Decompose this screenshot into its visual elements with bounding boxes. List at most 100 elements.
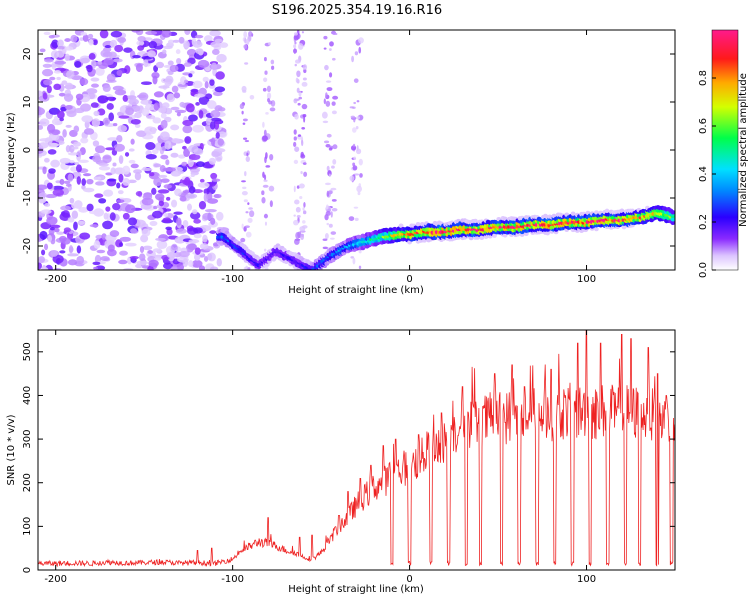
spectrogram-cell [324,232,329,240]
spectrogram-cell [298,91,302,97]
spectrogram-cell [118,173,124,183]
spectrogram-cell [244,140,250,143]
spectrogram-cell [63,227,71,233]
colorbar-tick-label: 0.4 [698,166,709,182]
spectrogram-cell [59,250,66,254]
spectrogram-cell [91,118,101,128]
spectrogram-cell [100,256,110,262]
spectrogram-cell [176,217,182,226]
spectrogram-cell [38,256,46,264]
spectrogram-cell [301,31,305,34]
spectrogram-cell [98,166,111,171]
spectrogram-cell [73,221,78,231]
spectrogram-cell [148,259,159,268]
spectrogram-cell [203,193,208,202]
spectrogram-cell [305,271,310,275]
spectrogram-cell [261,197,266,204]
spectrogram-cell [216,258,222,267]
spectrogram-cell [156,240,168,250]
spectrogram-cell [112,162,117,167]
colorbar-label: Normalized spectral amplitude [738,73,749,227]
spectrogram-cell [97,95,109,104]
spectrogram-cell [266,85,271,93]
spectrogram-cell [147,265,154,270]
colorbar-gradient [711,29,739,271]
spectrogram-x-tick-label: -200 [44,274,67,285]
spectrogram-cell [122,198,132,203]
spectrogram-cell [187,203,192,211]
spectrogram-cell [271,65,275,70]
spectrogram-cell [415,221,421,227]
spectrogram-cell [332,144,338,150]
spectrogram-cell [302,162,307,166]
spectrogram-cell [354,51,359,56]
spectrogram-cell [164,208,172,212]
spectrogram-cell [140,234,149,243]
spectrogram-cell [65,183,72,187]
snr-x-tick-label: 0 [406,574,412,585]
spectrogram-cell [356,185,363,193]
spectrogram-cell [90,102,99,108]
spectrogram-cell [294,63,297,67]
spectrogram-cell [174,109,187,114]
spectrogram-cell [301,139,304,147]
spectrogram-cell [293,185,296,193]
spectrogram-cell [295,77,299,83]
spectrogram-y-tick-label: 10 [22,96,33,109]
spectrogram-cell [570,211,576,216]
spectrogram-cell [44,58,54,63]
spectrogram-cell [211,178,221,182]
spectrogram-cell [136,40,145,46]
spectrogram-cell [159,131,170,141]
spectrogram-cell [307,272,312,276]
spectrogram-cell [122,178,131,186]
spectrogram-cell [184,30,191,36]
spectrogram-cell [325,143,331,148]
spectrogram-cell [72,141,82,147]
spectrogram-cell [192,227,203,234]
spectrogram-cell [182,119,194,126]
spectrogram-cell [53,83,62,90]
spectrogram-cell [210,109,221,118]
spectrogram-cell [211,48,220,56]
spectrogram-cell [182,258,189,268]
spectrogram-cell [78,206,89,213]
spectrogram-cell [594,210,599,215]
snr-y-tick-label: 400 [22,386,33,405]
spectrogram-cell [54,60,67,65]
spectrogram-cell [152,117,162,124]
spectrogram-cell [210,41,222,48]
spectrogram-cell [209,121,216,130]
spectrogram-cell [67,217,75,223]
spectrogram-cell [295,206,301,213]
spectrogram-cell [148,41,158,49]
spectrogram-cell [192,209,198,215]
spectrogram-cell [133,169,143,174]
spectrogram-cell [38,192,47,198]
spectrogram-cell [53,70,62,74]
spectrogram-cell [293,136,297,141]
spectrogram-cell [73,125,80,133]
spectrogram-cell [80,57,90,64]
spectrogram-cell [175,49,181,55]
spectrogram-cell [332,95,339,100]
spectrogram-cell [269,153,274,161]
spectrogram-cell [119,250,128,256]
snr-series-line [38,330,675,568]
spectrogram-cell [137,35,146,42]
spectrogram-cell [135,130,147,138]
spectrogram-cell [241,110,244,115]
spectrogram-cell [81,178,87,186]
spectrogram-cell [322,120,329,124]
spectrogram-cell [153,102,161,111]
spectrogram-cell [86,64,93,73]
spectrogram-cell [118,259,128,265]
spectrogram-cell [244,171,247,177]
spectrogram-cell [243,44,248,49]
spectrogram-cell [103,189,114,197]
spectrogram-cell [108,112,115,122]
spectrogram-cell [63,93,74,102]
spectrogram-cell [215,132,220,139]
spectrogram-cell [76,245,82,254]
